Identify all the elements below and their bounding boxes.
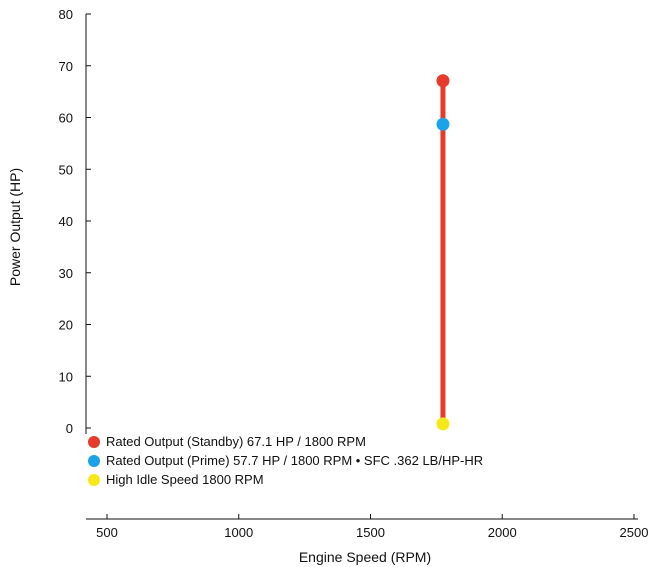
y-tick-label: 10 xyxy=(59,369,73,384)
data-point-0 xyxy=(436,74,450,88)
x-tick-label: 2500 xyxy=(620,525,649,540)
x-axis-title: Engine Speed (RPM) xyxy=(299,549,431,565)
y-tick-label: 80 xyxy=(59,7,73,22)
data-point-1 xyxy=(436,117,450,131)
x-tick-label: 1500 xyxy=(356,525,385,540)
y-tick-label: 60 xyxy=(59,111,73,126)
x-tick-label: 500 xyxy=(96,525,118,540)
y-tick-label: 20 xyxy=(59,318,73,333)
x-axis: 500 1000 1500 2000 2500 xyxy=(86,514,648,540)
legend-item: High Idle Speed 1800 RPM xyxy=(88,470,483,489)
y-axis-title: Power Output (HP) xyxy=(7,168,23,286)
y-tick-label: 30 xyxy=(59,266,73,281)
y-tick-label: 40 xyxy=(59,214,73,229)
y-tick-label: 0 xyxy=(66,421,73,436)
legend-label: Rated Output (Prime) 57.7 HP / 1800 RPM … xyxy=(106,453,484,468)
legend-item: Rated Output (Standby) 67.1 HP / 1800 RP… xyxy=(88,432,483,451)
x-tick-label: 1000 xyxy=(224,525,253,540)
y-tick-label: 70 xyxy=(59,59,73,74)
legend-marker xyxy=(88,435,100,448)
data-point-2 xyxy=(436,417,450,431)
legend-label: Rated Output (Standby) 67.1 HP / 1800 RP… xyxy=(106,434,366,449)
legend-marker xyxy=(88,454,100,467)
series-layer xyxy=(436,74,450,431)
legend: Rated Output (Standby) 67.1 HP / 1800 RP… xyxy=(88,432,483,489)
y-tick-label: 50 xyxy=(59,162,73,177)
legend-label: High Idle Speed 1800 RPM xyxy=(106,472,264,487)
legend-marker xyxy=(88,473,100,486)
y-axis: 0 10 20 30 40 50 60 70 80 xyxy=(59,7,91,436)
legend-item: Rated Output (Prime) 57.7 HP / 1800 RPM … xyxy=(88,451,483,470)
x-tick-label: 2000 xyxy=(488,525,517,540)
